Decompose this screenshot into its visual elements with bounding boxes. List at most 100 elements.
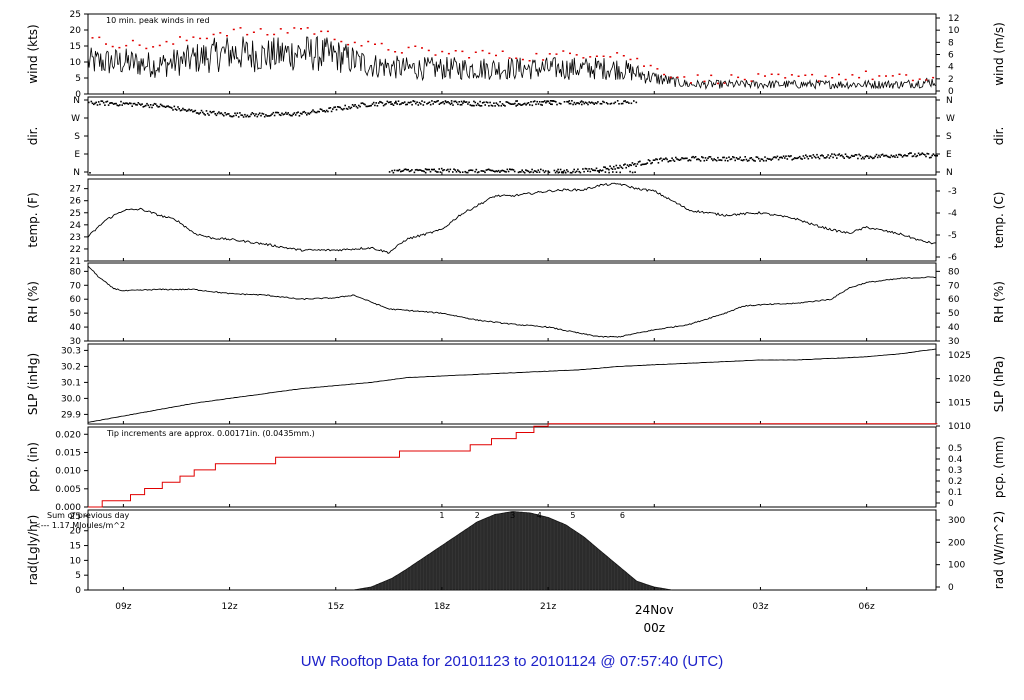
dir-point xyxy=(568,100,571,102)
dir-point xyxy=(911,155,914,158)
dir-point xyxy=(540,103,542,106)
dir-point xyxy=(616,100,619,102)
dir-point xyxy=(510,168,512,171)
dir-point xyxy=(414,169,417,171)
dir-point xyxy=(410,101,412,103)
wind-peak-point xyxy=(266,34,269,36)
dir-point xyxy=(802,155,805,157)
dir-point xyxy=(831,153,833,155)
wind-peak-point xyxy=(528,60,531,62)
dir-point xyxy=(735,157,738,159)
dir-point xyxy=(827,154,829,156)
wind-peak-point xyxy=(871,78,874,81)
dir-point xyxy=(494,105,496,107)
wind-peak-point xyxy=(488,52,491,55)
dir-point xyxy=(311,110,313,113)
dir-point xyxy=(523,171,526,174)
dir-point xyxy=(860,157,863,160)
rh-frame xyxy=(87,262,937,342)
dir-point xyxy=(756,156,759,159)
dir-point xyxy=(426,168,428,171)
dir-point xyxy=(607,103,609,105)
dir-point xyxy=(583,102,586,105)
dir-point xyxy=(808,155,811,157)
dir-point xyxy=(767,158,770,160)
dir-point xyxy=(452,171,454,173)
dir-point xyxy=(536,100,538,103)
wind-peak-point xyxy=(616,52,619,54)
dir-point xyxy=(569,102,572,105)
wind-peak-point xyxy=(179,36,181,38)
pcp-tick-label-right: 0.5 xyxy=(948,444,962,454)
dir-point xyxy=(769,158,771,160)
dir-point xyxy=(479,105,481,107)
wind-peak-point xyxy=(98,36,101,39)
dir-point xyxy=(796,157,798,160)
dir-point xyxy=(428,168,431,171)
dir-point xyxy=(194,109,197,112)
dir-point xyxy=(704,157,707,159)
dir-point xyxy=(880,154,883,156)
dir-point xyxy=(452,104,454,106)
dir-point xyxy=(365,105,368,108)
dir-point xyxy=(141,103,143,105)
dir-point xyxy=(823,157,826,159)
dir-point xyxy=(146,102,148,105)
dir-point xyxy=(187,109,189,112)
wind-peak-point xyxy=(649,64,652,67)
dir-point xyxy=(431,168,433,171)
dir-point xyxy=(503,104,505,106)
dir-point xyxy=(375,102,377,104)
wind-peak-point xyxy=(790,74,793,76)
dir-point xyxy=(192,110,194,113)
dir-point xyxy=(370,104,372,107)
wind-peak-point xyxy=(569,52,571,55)
dir-point xyxy=(631,171,634,174)
wind-peak-point xyxy=(831,77,834,79)
dir-point xyxy=(276,111,278,114)
x-tick-label: 12z xyxy=(221,602,237,612)
dir-point xyxy=(810,155,812,157)
dir-point xyxy=(491,105,494,107)
dir-point xyxy=(299,112,302,115)
dir-point xyxy=(912,155,915,157)
rh-ylabel: RH (%) xyxy=(26,281,40,323)
wind-peak-point xyxy=(555,53,558,55)
dir-point xyxy=(772,156,775,159)
dir-point xyxy=(550,103,552,105)
dir-point xyxy=(532,100,535,103)
dir-point xyxy=(459,104,462,106)
wind-peak-point xyxy=(474,51,477,53)
dir-point xyxy=(216,112,219,115)
dir-point xyxy=(776,155,779,158)
dir-point xyxy=(894,156,896,158)
rh-line xyxy=(87,265,937,338)
dir-point xyxy=(758,157,760,160)
dir-point xyxy=(104,104,106,106)
dir-point xyxy=(564,171,567,174)
dir-point xyxy=(905,155,907,157)
dir-point xyxy=(210,111,213,114)
dir-point xyxy=(449,103,452,106)
dir-point xyxy=(491,169,494,172)
dir-point xyxy=(333,106,335,109)
dir-point xyxy=(594,102,597,104)
dir-point xyxy=(406,169,408,171)
dir-point xyxy=(158,105,161,108)
dir-point xyxy=(512,103,515,105)
dir-point xyxy=(900,154,902,157)
dir-point xyxy=(95,101,97,104)
temp-line xyxy=(87,182,937,254)
dir-point xyxy=(670,160,672,162)
dir-point xyxy=(743,159,745,161)
dir-point xyxy=(267,115,270,117)
dir-point xyxy=(608,168,610,171)
wind-peak-point xyxy=(656,68,659,70)
dir-point xyxy=(167,105,169,107)
wind-peak-point xyxy=(111,45,114,48)
dir-point xyxy=(127,103,130,105)
dir-point xyxy=(401,102,403,104)
dir-point xyxy=(832,156,834,159)
dir-point xyxy=(137,102,140,104)
dir-point xyxy=(251,112,254,114)
